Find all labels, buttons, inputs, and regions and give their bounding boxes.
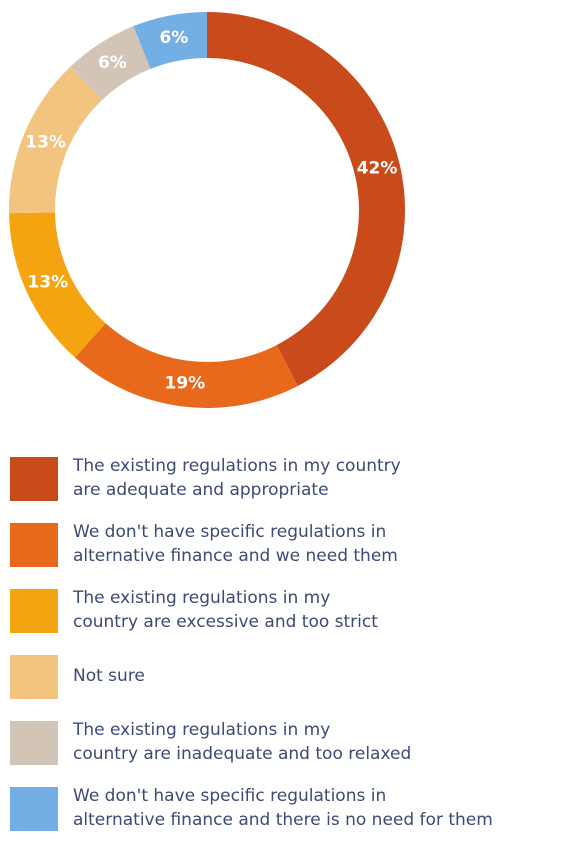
legend-label: We don't have specific regulations in al… [73, 786, 493, 830]
legend-label: Not sure [73, 666, 145, 686]
legend-label: We don't have specific regulations in al… [73, 522, 398, 566]
legend-swatch [10, 721, 58, 765]
legend-item: The existing regulations in my country a… [10, 718, 580, 784]
legend-item: Not sure [10, 652, 580, 718]
donut-slice-6 [133, 11, 207, 69]
legend-item: The existing regulations in my country a… [10, 586, 580, 652]
donut-slice-5 [70, 26, 151, 100]
legend-item: The existing regulations in my country a… [10, 454, 580, 520]
legend-swatch [10, 787, 58, 831]
donut-chart: 42% 19% 13% 13% 6% 6% [8, 11, 405, 408]
legend-swatch [10, 589, 58, 633]
legend-label: The existing regulations in my country a… [73, 720, 412, 764]
legend-item: We don't have specific regulations in al… [10, 520, 580, 586]
slice-value-label-5: 6% [98, 53, 127, 73]
chart-legend: The existing regulations in my country a… [10, 454, 580, 850]
slice-value-label-2: 19% [164, 374, 205, 394]
legend-label: The existing regulations in my country a… [73, 456, 401, 500]
slice-value-label-6: 6% [159, 28, 188, 48]
donut-slice-4 [8, 66, 103, 214]
legend-swatch [10, 655, 58, 699]
donut-slice-1 [207, 12, 405, 386]
slice-value-label-4: 13% [25, 132, 66, 152]
legend-swatch [10, 457, 58, 501]
donut-slice-2 [74, 323, 298, 408]
slice-value-label-1: 42% [357, 159, 398, 179]
legend-item: We don't have specific regulations in al… [10, 784, 580, 850]
legend-label: The existing regulations in my country a… [73, 588, 378, 632]
slice-value-label-3: 13% [27, 273, 68, 293]
legend-swatch [10, 523, 58, 567]
donut-slice-3 [9, 212, 106, 358]
